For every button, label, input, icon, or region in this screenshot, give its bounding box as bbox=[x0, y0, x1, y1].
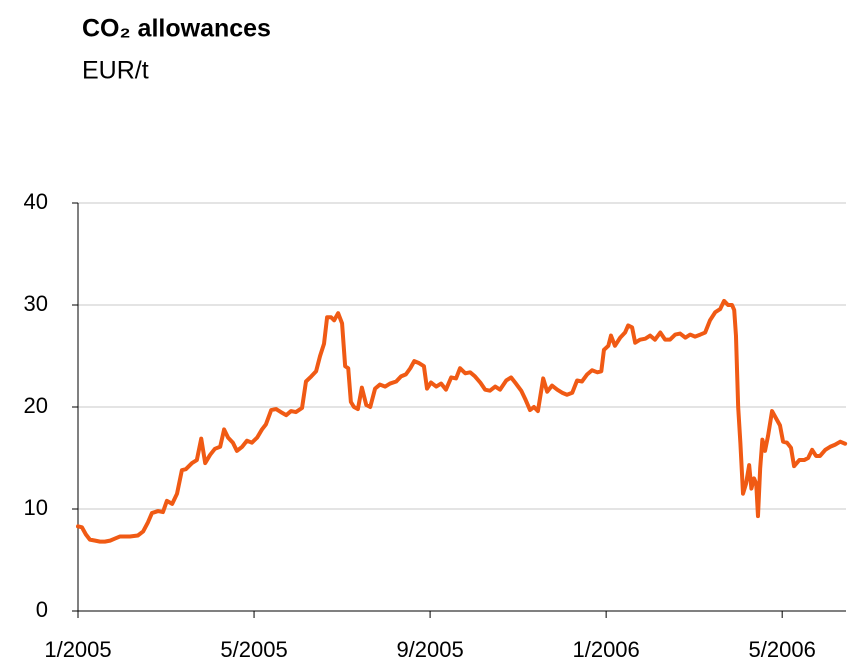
y-tick-label: 20 bbox=[24, 393, 48, 418]
y-tick-label: 40 bbox=[24, 189, 48, 214]
y-tick-label: 0 bbox=[36, 597, 48, 622]
y-tick-label: 30 bbox=[24, 291, 48, 316]
chart-subtitle: EUR/t bbox=[82, 57, 149, 85]
data-line bbox=[76, 298, 848, 544]
chart-title: CO₂ allowances bbox=[82, 15, 271, 43]
x-tick-label: 5/2006 bbox=[749, 637, 816, 662]
x-tick-label: 5/2005 bbox=[220, 637, 287, 662]
y-tick-label: 10 bbox=[24, 495, 48, 520]
x-tick-label: 1/2005 bbox=[44, 637, 111, 662]
x-tick-label: 1/2006 bbox=[572, 637, 639, 662]
x-tick-label: 9/2005 bbox=[396, 637, 463, 662]
